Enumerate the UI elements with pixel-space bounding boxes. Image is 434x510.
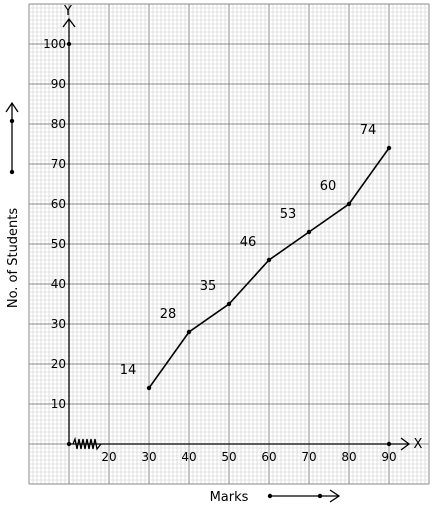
x-axis-title: Marks — [210, 490, 249, 505]
right-arrow-icon — [329, 489, 341, 503]
up-arrow-icon — [5, 101, 19, 113]
y-tick-label: 100 — [43, 37, 66, 51]
y-tick-label: 70 — [51, 157, 66, 171]
arrow-dot — [267, 493, 273, 499]
tick-labels: 10 20 30 40 50 60 70 80 90 100 20 30 40 50 60 70 80 90 — [43, 37, 397, 464]
axes — [62, 17, 411, 451]
x-tick-label: 70 — [301, 450, 316, 464]
data-point — [266, 257, 272, 263]
data-label: 14 — [120, 363, 137, 378]
data-point — [186, 329, 192, 335]
data-point — [386, 145, 392, 151]
y-tick-label: 20 — [51, 357, 66, 371]
data-point — [306, 229, 312, 235]
x-axis-break — [72, 436, 102, 451]
x-tick-label: 60 — [261, 450, 276, 464]
x-tick-label: 50 — [221, 450, 236, 464]
x-tick-label: 40 — [181, 450, 196, 464]
data-label: 28 — [160, 307, 177, 322]
data-label: 35 — [200, 279, 217, 294]
y-tick-label: 60 — [51, 197, 66, 211]
arrow-dot — [9, 169, 15, 175]
x-axis-end-dot — [386, 441, 392, 447]
x-tick-label: 90 — [381, 450, 396, 464]
data-series: 14 28 35 46 53 60 74 — [120, 123, 392, 391]
x-tick-label: 30 — [141, 450, 156, 464]
y-axis-title: No. of Students — [6, 208, 21, 309]
arrow-dot — [9, 118, 15, 124]
y-axis-arrowhead — [62, 17, 76, 28]
x-tick-label: 80 — [341, 450, 356, 464]
y-tick-label: 40 — [51, 277, 66, 291]
data-label: 60 — [320, 179, 337, 194]
y-tick-label: 80 — [51, 117, 66, 131]
x-axis-letter: X — [414, 437, 423, 452]
origin-dot — [66, 441, 72, 447]
y-axis-letter: Y — [63, 4, 72, 19]
data-point — [346, 201, 352, 207]
data-point — [226, 301, 232, 307]
data-point — [146, 385, 152, 391]
arrow-dot — [317, 493, 323, 499]
x-tick-label: 20 — [101, 450, 116, 464]
y-axis-top-dot — [66, 41, 72, 47]
y-tick-label: 90 — [51, 77, 66, 91]
y-tick-label: 30 — [51, 317, 66, 331]
data-label: 53 — [280, 207, 297, 222]
graph-paper-grid — [28, 3, 430, 485]
data-label: 74 — [360, 123, 377, 138]
data-label: 46 — [240, 235, 257, 250]
x-axis-arrowhead — [400, 437, 411, 451]
direction-arrows — [5, 101, 341, 503]
y-tick-label: 50 — [51, 237, 66, 251]
y-tick-label: 10 — [51, 397, 66, 411]
